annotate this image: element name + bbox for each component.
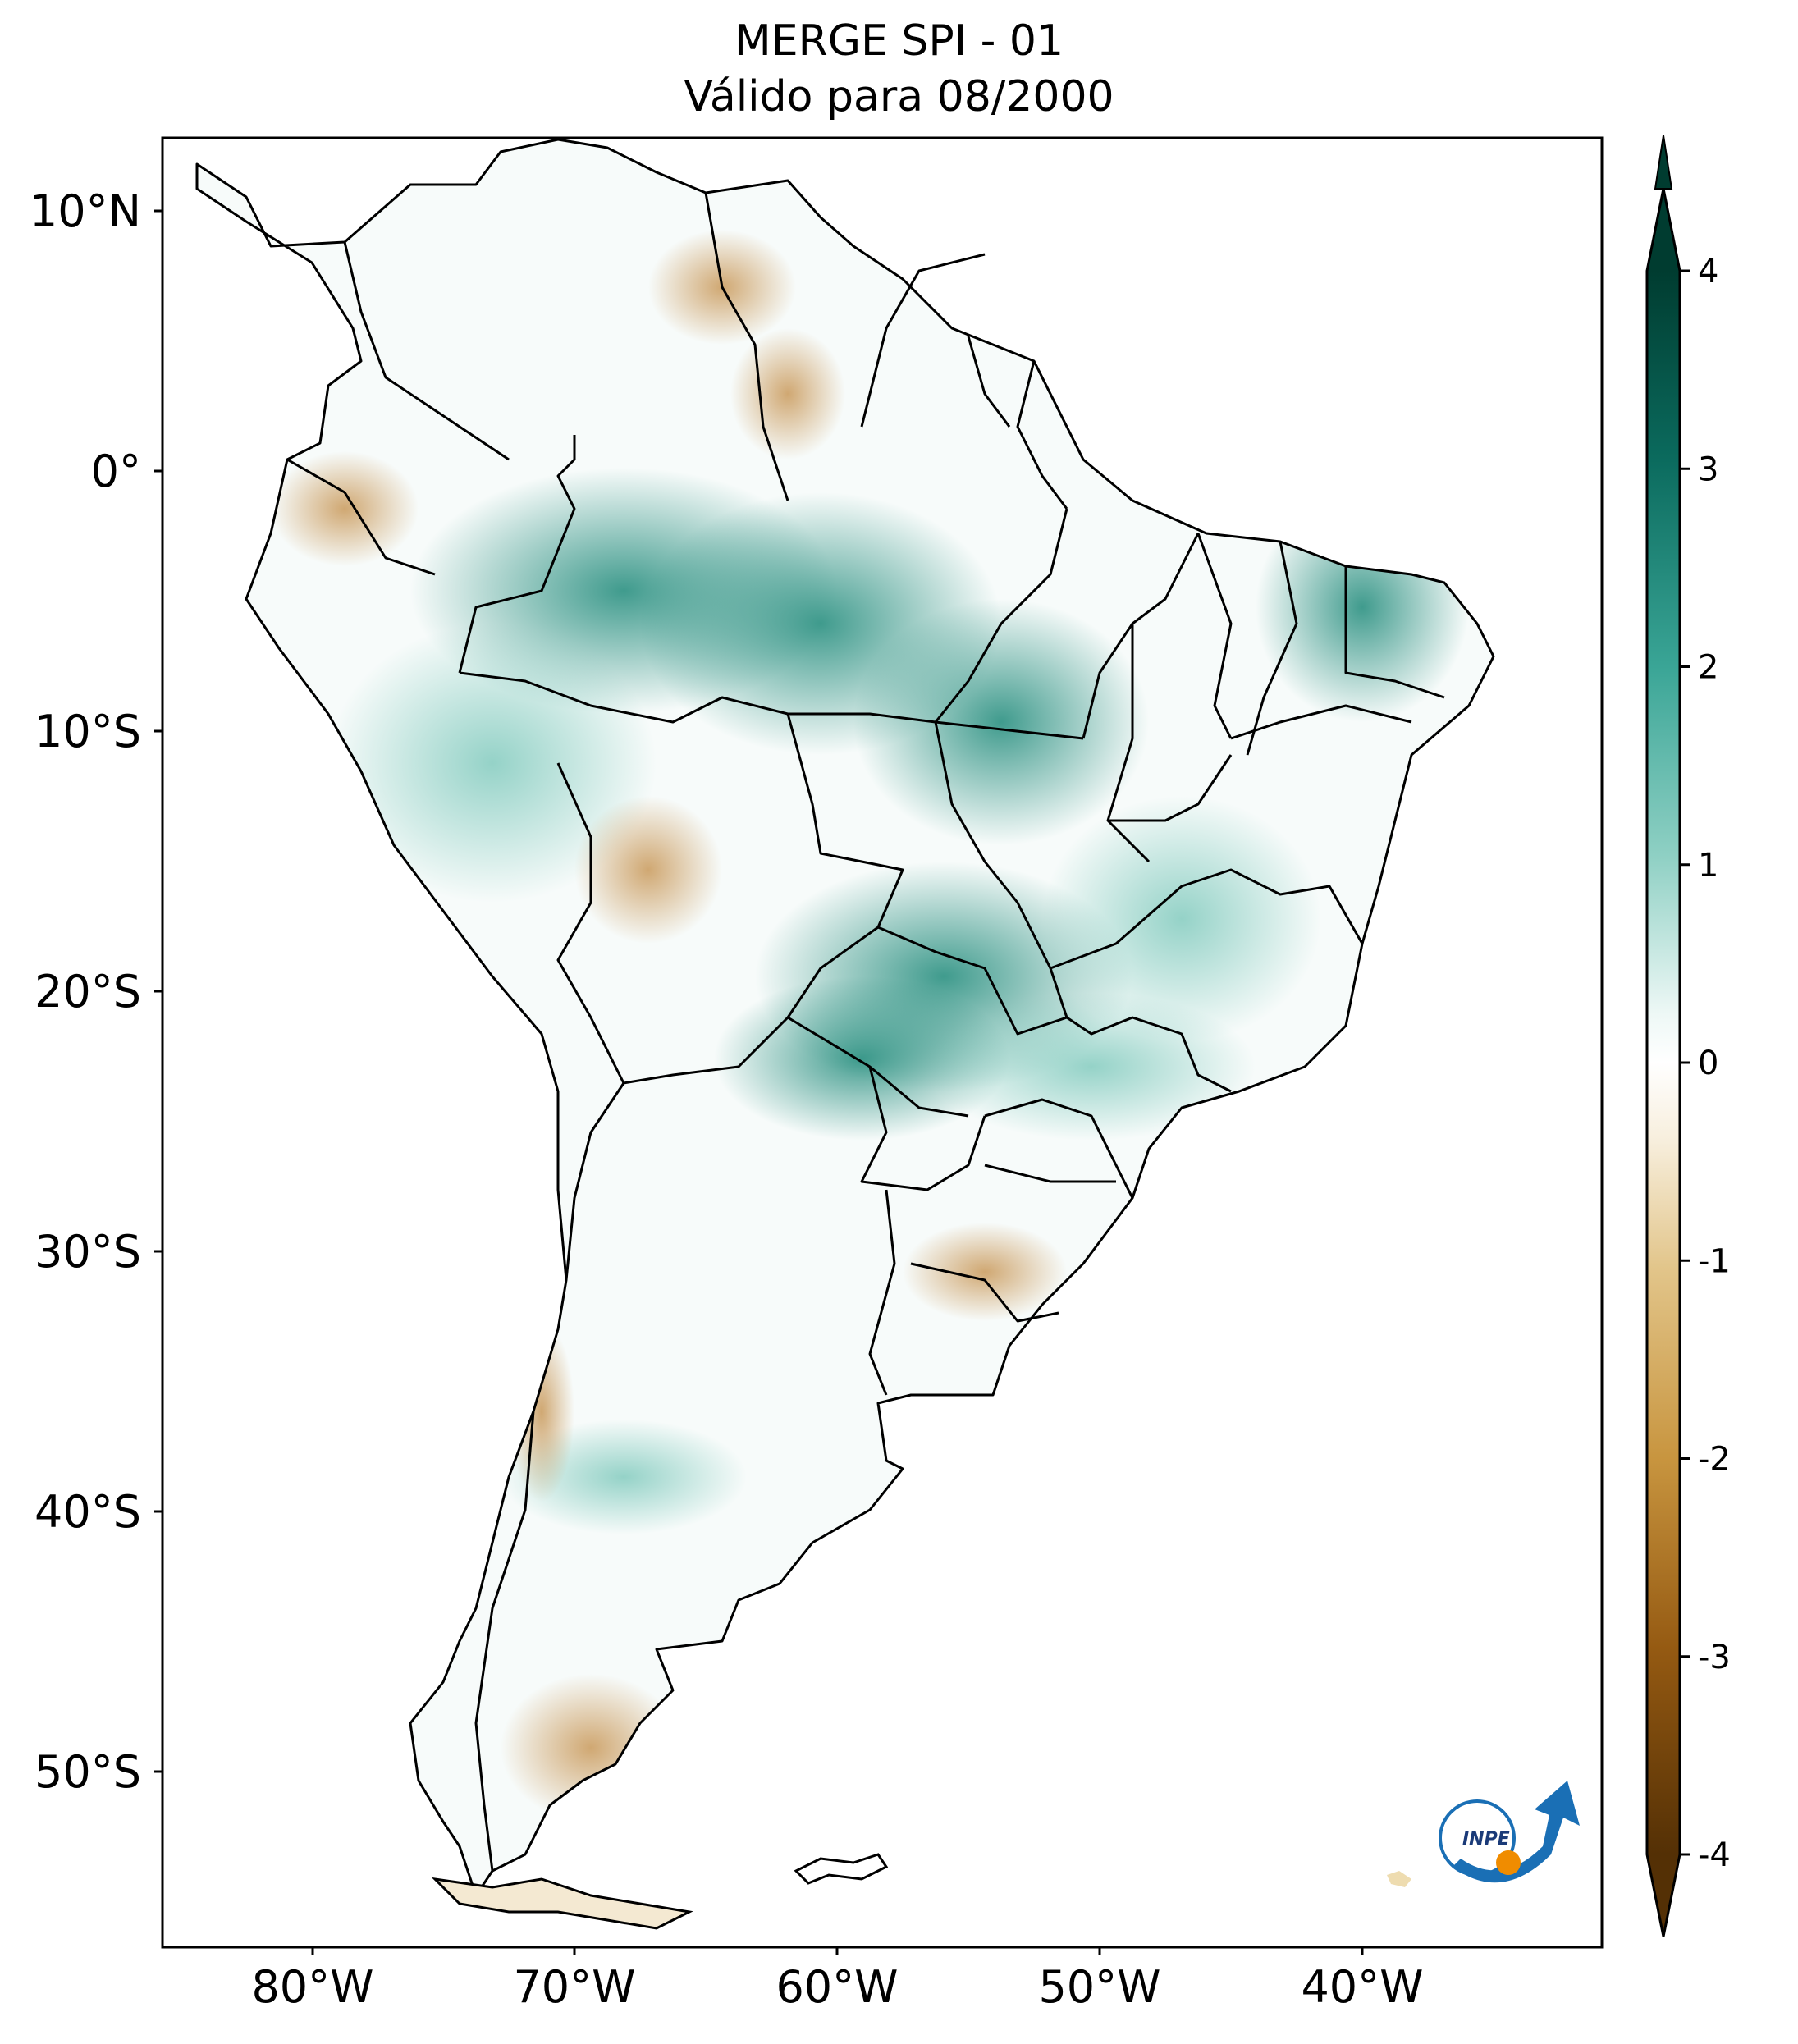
- border-tocantins-maranhao: [1106, 624, 1151, 863]
- logo-arrow-icon: [1453, 1781, 1580, 1883]
- lon-tick-label: 70°W: [513, 1961, 635, 2013]
- border-amazon-south: [459, 671, 1084, 740]
- border-mato-grosso-do-sul: [877, 926, 1068, 1036]
- wet-area-peru: [328, 624, 657, 903]
- border-mato-grosso-goias: [934, 721, 1052, 969]
- border-bolivia-brazil: [786, 713, 904, 1018]
- border-piaui-ceara: [1246, 541, 1298, 756]
- lat-tick-label: 0°: [91, 446, 141, 497]
- colorbar-ticks: 4 3 2 1 0 -1 -2 -3 -4: [1680, 253, 1731, 1874]
- lon-tick-label: 40°W: [1301, 1961, 1423, 2013]
- colorbar: 4 3 2 1 0 -1 -2 -3 -4: [1645, 135, 1731, 1937]
- colorbar-bottom-cap: [1647, 1854, 1680, 1937]
- border-paraguay-brazil: [860, 1066, 986, 1191]
- border-venezuela-colombia: [343, 241, 510, 461]
- land-field: [197, 139, 1494, 1895]
- border-colombia-brazil: [458, 435, 576, 674]
- inpe-logo: INPE: [1439, 1781, 1580, 1883]
- tierra-del-fuego: [431, 1877, 693, 1930]
- dry-area-chile: [509, 1321, 574, 1502]
- lat-tick-label: 10°S: [34, 706, 141, 757]
- lat-tick-label: 10°N: [30, 185, 141, 237]
- colorbar-tick-label: 0: [1698, 1045, 1718, 1082]
- colorbar-tick-label: -1: [1698, 1242, 1731, 1280]
- colorbar-tick-label: 1: [1698, 847, 1718, 885]
- coastline: [195, 138, 1495, 1897]
- colorbar-bar: [1647, 271, 1680, 1854]
- wet-area-southeast: [927, 993, 1256, 1141]
- border-goias-bahia: [1108, 754, 1233, 822]
- border-santa-catarina: [984, 1164, 1116, 1183]
- wet-area-northeast: [1256, 492, 1469, 722]
- dry-area-patagonia: [501, 1674, 681, 1822]
- border-para-amazonas: [934, 508, 1068, 723]
- border-goias-minas: [1050, 868, 1364, 970]
- lon-tick-label: 80°W: [251, 1961, 373, 2013]
- south-georgia-island: [1387, 1871, 1411, 1887]
- colorbar-max-extension: [1654, 135, 1673, 190]
- colorbar-top-cap: [1647, 189, 1680, 271]
- border-chile-argentina-north: [565, 1082, 625, 1281]
- border-peru-bolivia: [556, 762, 625, 1084]
- wet-area-para: [853, 599, 1149, 845]
- border-argentina-uruguay-west: [868, 1189, 896, 1396]
- border-guyana-suriname: [860, 253, 986, 428]
- dry-area-rio-grande: [903, 1223, 1067, 1321]
- wet-area-minas: [1042, 796, 1321, 1042]
- border-uruguay-brazil: [910, 1262, 1059, 1323]
- colorbar-tick-label: 3: [1698, 450, 1718, 488]
- map-title: MERGE SPI - 01: [734, 16, 1064, 66]
- border-chile-argentina-south: [474, 1411, 535, 1872]
- border-pernambuco-bahia: [1230, 704, 1412, 740]
- border-bolivia-paraguay-north: [623, 1016, 969, 1118]
- border-ceara-pernambuco: [1344, 566, 1445, 699]
- colorbar-tick-label: 4: [1698, 253, 1718, 290]
- colorbar-tick-label: -3: [1698, 1639, 1731, 1676]
- country-borders: [286, 192, 1445, 1872]
- border-parana: [984, 1098, 1134, 1199]
- dry-area-bolivia: [574, 796, 722, 944]
- dry-area-ecuador: [271, 451, 419, 566]
- logo-text: INPE: [1462, 1829, 1510, 1850]
- colorbar-tick-label: -2: [1698, 1441, 1731, 1479]
- lat-tick-label: 30°S: [34, 1226, 141, 1278]
- border-suriname-guiana: [967, 336, 1011, 428]
- border-venezuela-guyana: [704, 192, 789, 501]
- border-ecuador-peru: [286, 458, 436, 576]
- lat-tick-label: 50°S: [34, 1746, 141, 1798]
- border-amapa-para: [1016, 360, 1068, 510]
- longitude-axis: 80°W 70°W 60°W 50°W 40°W: [251, 1947, 1424, 2013]
- map-frame: [161, 136, 1604, 1949]
- colorbar-tick-label: 2: [1698, 649, 1718, 687]
- dry-area-roraima: [730, 328, 845, 460]
- falkland-islands: [794, 1853, 889, 1885]
- lat-tick-label: 20°S: [34, 966, 141, 1017]
- border-maranhao-piaui: [1196, 533, 1233, 739]
- map-subtitle: Válido para 08/2000: [684, 72, 1114, 121]
- colorbar-tick-label: -4: [1698, 1836, 1731, 1874]
- lon-tick-label: 50°W: [1038, 1961, 1160, 2013]
- lat-tick-label: 40°S: [34, 1486, 141, 1538]
- lon-tick-label: 60°W: [775, 1961, 898, 2013]
- latitude-axis: 10°N 0° 10°S 20°S 30°S 40°S 50°S: [30, 185, 162, 1798]
- logo-sun-icon: [1496, 1850, 1521, 1875]
